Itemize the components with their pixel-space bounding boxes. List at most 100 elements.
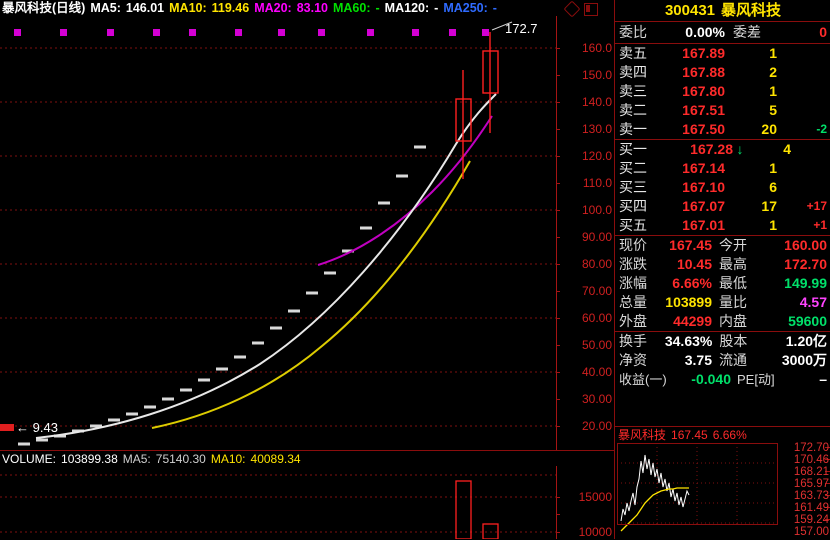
volume-ma5-name: MA5: — [122, 452, 151, 466]
volume-tick-10000: 10000 — [578, 525, 612, 539]
ask-delta-1: -2 — [816, 122, 827, 136]
volume-ma5-value: 75140.30 — [155, 452, 206, 466]
down-arrow-icon: ↓ — [736, 141, 744, 157]
ma10-name: MA10: — [169, 1, 207, 15]
ask-row-3[interactable]: 卖三 167.80 1 — [615, 82, 830, 101]
mini-tick-4: 163.73 — [793, 490, 829, 502]
bid-qty-2: 1 — [769, 160, 777, 176]
chart-title: 暴风科技(日线) — [2, 1, 86, 15]
mini-chart-header: 暴风科技 167.45 6.66% — [618, 428, 752, 442]
ask-label-5: 卖五 — [619, 45, 647, 61]
bid-row-2[interactable]: 买二 167.14 1 — [615, 159, 830, 178]
quote-panel: 300431 暴风科技 委比 0.00% 委差 0 卖五 167.89 1 卖四 … — [614, 0, 830, 539]
window-controls[interactable] — [563, 0, 606, 18]
stat-value-low: 149.99 — [784, 275, 827, 291]
stat-value-inner: 59600 — [788, 313, 827, 329]
stat-label-netasset: 净资 — [619, 352, 647, 368]
stats-block: 现价 167.45 今开 160.00 涨跌 10.45 最高 172.70 涨… — [615, 236, 830, 389]
volume-ma10-name: MA10: — [210, 452, 246, 466]
bid-row-4[interactable]: 买四 167.07 17 +17 — [615, 197, 830, 216]
restore-icon[interactable] — [584, 3, 598, 16]
stat-value-netasset: 3.75 — [684, 352, 712, 368]
ma120-name: MA120: — [384, 1, 430, 15]
stat-row-eps: 收益(一) -0.040 PE[动] – — [615, 370, 830, 389]
stat-label-shares: 股本 — [719, 333, 748, 349]
ask-qty-5: 1 — [769, 45, 777, 61]
price-svg — [0, 21, 556, 446]
price-tick-110: 110.0 — [582, 176, 612, 190]
high-price-callout: 172.7 — [505, 21, 538, 36]
stat-label-change-pct: 涨幅 — [619, 275, 647, 291]
stat-value-volume: 103899 — [665, 294, 712, 310]
stat-label-vol-ratio: 量比 — [719, 294, 747, 310]
stat-label-high: 最高 — [719, 256, 747, 272]
ask-row-1[interactable]: 卖一 167.50 20 -2 — [615, 120, 830, 140]
order-ratio-row: 委比 0.00% 委差 0 — [615, 22, 830, 44]
ask-qty-4: 2 — [769, 64, 777, 80]
mini-chart-canvas[interactable] — [617, 443, 777, 540]
ma10-value: 119.46 — [211, 1, 250, 15]
low-price-value: 9.43 — [32, 420, 58, 435]
ma5-value: 146.01 — [125, 1, 165, 15]
stat-value-change-pct: 6.66% — [672, 275, 712, 291]
volume-chart-canvas[interactable] — [0, 466, 556, 539]
volume-value: 103899.38 — [61, 452, 118, 466]
stat-label-inner: 内盘 — [719, 313, 747, 329]
ratio-diff-value: 0 — [819, 24, 827, 40]
ma20-value: 83.10 — [296, 1, 328, 15]
diamond-icon[interactable] — [563, 0, 581, 18]
stat-value-eps: -0.040 — [691, 371, 731, 387]
ask-price-5: 167.89 — [682, 45, 725, 61]
price-axis: 160.0 150.0 140.0 130.0 120.0 110.0 100.… — [556, 16, 614, 450]
ma250-value: - — [492, 1, 497, 15]
ask-label-3: 卖三 — [619, 83, 647, 99]
ratio-value: 0.00% — [685, 24, 725, 40]
price-chart-canvas[interactable] — [0, 16, 556, 450]
stat-label-pe: PE[动] — [737, 372, 775, 387]
stat-row-change-pct: 涨幅 6.66% 最低 149.99 — [615, 274, 830, 293]
stat-value-open: 160.00 — [784, 237, 827, 253]
ask-label-4: 卖四 — [619, 64, 647, 80]
stat-label-eps: 收益(一) — [619, 372, 667, 387]
stat-label-low: 最低 — [719, 275, 747, 291]
mini-tick-2: 168.21 — [793, 466, 829, 478]
bid-price-4: 167.07 — [682, 198, 725, 214]
ask-price-2: 167.51 — [682, 102, 725, 118]
mini-tick-3: 165.97 — [793, 478, 829, 490]
bid-qty-3: 6 — [769, 179, 777, 195]
price-tick-100: 100.0 — [581, 203, 612, 217]
ask-price-4: 167.88 — [682, 64, 725, 80]
mini-tick-1: 170.46 — [793, 454, 829, 466]
ask-qty-3: 1 — [769, 83, 777, 99]
mini-tick-5: 161.49 — [793, 502, 829, 514]
intraday-mini-chart[interactable]: 暴风科技 167.45 6.66% — [615, 426, 830, 540]
bid-row-3[interactable]: 买三 167.10 6 — [615, 178, 830, 197]
stat-label-open: 今开 — [719, 237, 747, 253]
volume-axis: 15000 10000 — [556, 466, 614, 539]
stat-label-change: 涨跌 — [619, 256, 647, 272]
bid-label-3: 买三 — [619, 179, 647, 195]
mini-stock-name: 暴风科技 — [618, 428, 667, 442]
bid-delta-5: +1 — [813, 218, 827, 232]
stock-name: 暴风科技 — [721, 2, 782, 19]
ma60-name: MA60: — [332, 1, 371, 15]
stock-code: 300431 — [664, 2, 716, 19]
bid-row-1[interactable]: 买一 167.28 ↓ 4 — [615, 140, 830, 159]
price-tick-120: 120.0 — [581, 149, 612, 163]
price-tick-140: 140.0 — [581, 95, 612, 109]
ma5-name: MA5: — [90, 1, 121, 15]
ask-row-4[interactable]: 卖四 167.88 2 — [615, 63, 830, 82]
volume-ma10-value: 40089.34 — [250, 452, 301, 466]
mini-tick-7: 157.00 — [793, 526, 829, 538]
bid-row-5[interactable]: 买五 167.01 1 +1 — [615, 216, 830, 236]
bid-label-1: 买一 — [619, 141, 647, 157]
stock-header[interactable]: 300431 暴风科技 — [615, 0, 830, 22]
bid-price-2: 167.14 — [682, 160, 725, 176]
ask-row-5[interactable]: 卖五 167.89 1 — [615, 44, 830, 63]
ratio-diff-label: 委差 — [733, 24, 761, 40]
volume-svg — [0, 474, 556, 539]
ask-row-2[interactable]: 卖二 167.51 5 — [615, 101, 830, 120]
ask-qty-1: 20 — [761, 121, 777, 137]
stat-row-outer: 外盘 44299 内盘 59600 — [615, 312, 830, 332]
